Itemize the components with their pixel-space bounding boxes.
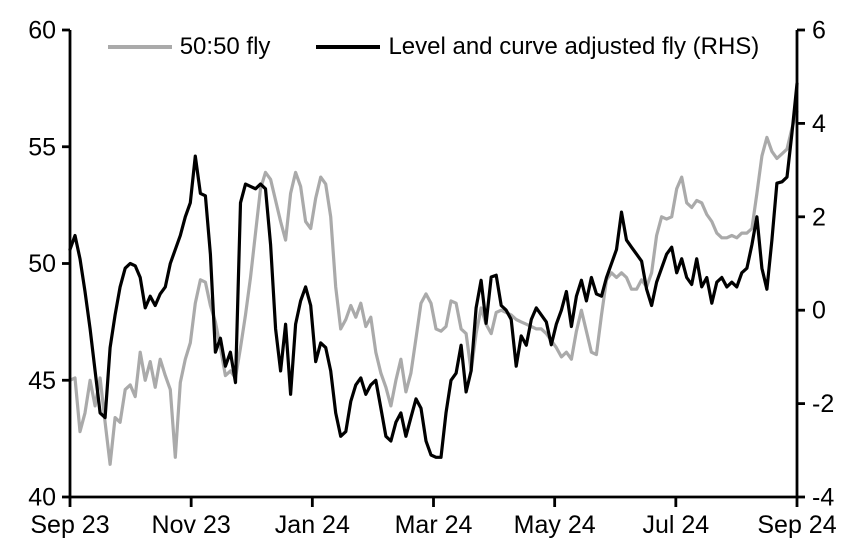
x-axis-tick-label: Sep 23 — [30, 511, 109, 539]
x-axis-tick-label: Jan 24 — [275, 511, 350, 539]
x-axis-tick-label: May 24 — [514, 511, 596, 539]
right-axis-tick-label: 2 — [812, 203, 826, 231]
left-axis-tick-label: 60 — [28, 17, 56, 45]
series-line-level-curve-fly — [68, 82, 799, 459]
right-axis-tick-label: -4 — [812, 484, 834, 512]
x-axis-tick-label: Jul 24 — [642, 511, 709, 539]
left-axis-tick-label: 40 — [28, 484, 56, 512]
left-axis-tick-label: 55 — [28, 133, 56, 161]
left-axis-tick-label: 45 — [28, 367, 56, 395]
right-axis-tick-label: 6 — [812, 17, 826, 45]
right-axis-tick-label: -2 — [812, 390, 834, 418]
right-axis-tick-label: 0 — [812, 297, 826, 325]
x-axis-tick-label: Mar 24 — [395, 511, 473, 539]
series-line-5050-fly — [68, 110, 799, 466]
left-axis-tick-label: 50 — [28, 250, 56, 278]
x-axis-tick-label: Sep 24 — [757, 511, 836, 539]
right-axis-tick-label: 4 — [812, 110, 826, 138]
x-axis-tick-label: Nov 23 — [152, 511, 231, 539]
